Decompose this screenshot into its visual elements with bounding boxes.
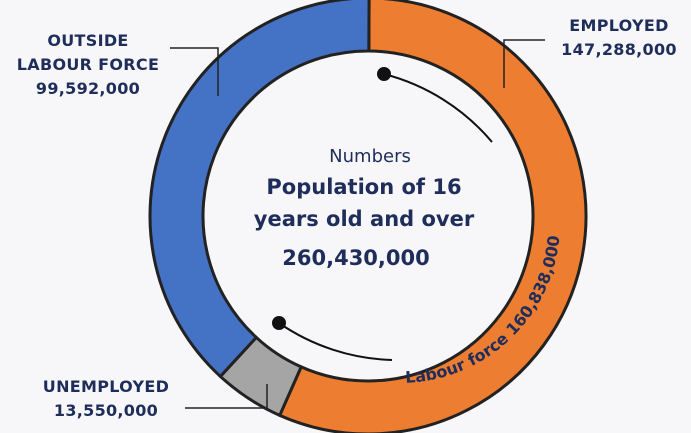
labour-force-bracket-lower: [278, 322, 393, 361]
center-total-value: 260,430,000: [282, 246, 429, 270]
donut-slices: [148, 0, 588, 433]
unemployed-leader-line: [185, 384, 268, 409]
employed-slice: [277, 0, 588, 433]
employed-value: 147,288,000: [561, 40, 677, 59]
outside-leader-line: [170, 47, 219, 96]
employed-leader-line: [503, 39, 545, 88]
center-numbers-label: Numbers: [329, 146, 411, 167]
outside-label-line2: LABOUR FORCE: [17, 55, 159, 74]
center-title-line2: years old and over: [254, 207, 475, 231]
outside-slice: [148, 0, 371, 379]
unemployed-value: 13,550,000: [54, 401, 158, 420]
labour-force-bracket-top-dot: [377, 67, 391, 81]
labour-force-bracket-bottom-dot: [272, 316, 286, 330]
employed-label: EMPLOYED: [569, 16, 668, 35]
outside-value: 99,592,000: [36, 79, 140, 98]
center-title-line1: Population of 16: [266, 175, 461, 199]
labour-force-bracket: [383, 73, 493, 143]
unemployed-label: UNEMPLOYED: [43, 377, 169, 396]
outside-label-line1: OUTSIDE: [47, 31, 128, 50]
